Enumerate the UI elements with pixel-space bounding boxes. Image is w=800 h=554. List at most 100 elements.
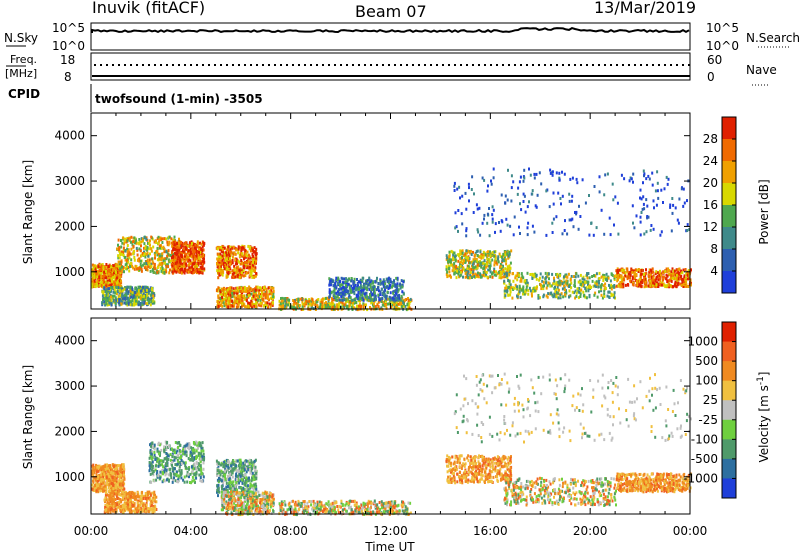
data-cell bbox=[133, 258, 136, 262]
data-cell bbox=[520, 279, 523, 283]
data-cell bbox=[376, 276, 378, 280]
data-cell bbox=[219, 303, 222, 307]
data-cell bbox=[476, 266, 479, 270]
data-cell bbox=[127, 237, 130, 241]
data-cell bbox=[118, 297, 121, 301]
data-cell bbox=[119, 284, 122, 288]
data-cell bbox=[121, 252, 124, 256]
data-cell bbox=[229, 303, 232, 307]
data-cell bbox=[606, 172, 609, 176]
data-cell bbox=[522, 290, 525, 294]
data-cell bbox=[105, 293, 108, 297]
data-cell bbox=[628, 272, 630, 276]
data-cell bbox=[507, 268, 510, 272]
data-cell bbox=[120, 281, 123, 285]
data-cell bbox=[107, 283, 110, 287]
data-cell bbox=[504, 201, 507, 205]
data-cell bbox=[455, 276, 458, 280]
data-cell bbox=[541, 275, 544, 279]
freq-tick-top: 18 bbox=[60, 53, 75, 67]
data-cell bbox=[600, 289, 603, 293]
data-cell bbox=[673, 277, 676, 281]
data-cell bbox=[140, 293, 143, 297]
data-cell bbox=[120, 260, 123, 264]
data-cell bbox=[215, 289, 218, 292]
data-cell bbox=[335, 276, 338, 280]
data-cell bbox=[297, 304, 300, 308]
data-cell bbox=[223, 246, 226, 250]
data-cell bbox=[285, 300, 288, 304]
data-cell bbox=[283, 297, 286, 301]
data-cell bbox=[227, 290, 230, 294]
data-cell bbox=[409, 299, 412, 303]
data-cell bbox=[331, 305, 334, 309]
freq-panel: Freq. [MHz] 18 8 60 0 Nave bbox=[5, 52, 777, 86]
data-cell bbox=[144, 298, 147, 302]
data-cell bbox=[234, 275, 237, 279]
data-cell bbox=[143, 246, 145, 250]
data-cell bbox=[120, 279, 122, 283]
data-cell bbox=[260, 295, 262, 299]
data-cell bbox=[381, 303, 384, 307]
data-cell bbox=[101, 294, 104, 298]
data-cell bbox=[359, 281, 362, 285]
data-cell bbox=[385, 303, 388, 307]
data-cell bbox=[527, 221, 530, 225]
data-cell bbox=[651, 171, 654, 175]
data-cell bbox=[128, 238, 131, 242]
data-cell bbox=[361, 295, 364, 299]
data-cell bbox=[623, 278, 626, 282]
data-cell bbox=[667, 267, 670, 271]
data-cell bbox=[231, 251, 234, 255]
data-cell bbox=[551, 173, 554, 177]
data-cell bbox=[641, 272, 644, 276]
data-cell bbox=[509, 283, 512, 287]
data-cell bbox=[129, 252, 132, 256]
data-cell bbox=[232, 276, 235, 279]
data-cell bbox=[176, 242, 178, 246]
data-cell bbox=[491, 217, 494, 221]
data-cell bbox=[224, 253, 227, 257]
data-cell bbox=[116, 270, 119, 274]
data-cell bbox=[665, 273, 668, 277]
data-cell bbox=[333, 291, 336, 295]
data-cell bbox=[145, 236, 148, 240]
data-cell bbox=[684, 284, 687, 288]
data-cell bbox=[486, 275, 489, 279]
data-cell bbox=[258, 288, 261, 292]
data-cell bbox=[553, 292, 556, 296]
data-cell bbox=[476, 273, 479, 277]
data-cell bbox=[100, 268, 103, 271]
data-cell bbox=[146, 258, 149, 262]
data-cell bbox=[219, 271, 222, 275]
data-cell bbox=[531, 189, 534, 193]
data-cell bbox=[617, 284, 620, 288]
data-cell bbox=[525, 288, 528, 292]
data-cell bbox=[150, 293, 153, 297]
data-cell bbox=[642, 272, 645, 276]
data-cell bbox=[234, 300, 237, 303]
data-cell bbox=[571, 290, 574, 294]
data-cell bbox=[453, 251, 456, 255]
data-cell bbox=[266, 297, 269, 301]
data-cell bbox=[332, 284, 335, 288]
data-cell bbox=[338, 288, 341, 292]
data-cell bbox=[513, 215, 516, 219]
data-cell bbox=[482, 271, 485, 274]
data-cell bbox=[105, 276, 108, 280]
data-cell bbox=[235, 305, 238, 309]
data-cell bbox=[472, 211, 475, 214]
data-cell bbox=[677, 281, 680, 285]
data-cell bbox=[656, 181, 659, 185]
data-cell bbox=[339, 280, 342, 283]
data-cell bbox=[617, 232, 620, 236]
data-cell bbox=[255, 285, 258, 289]
data-cell bbox=[368, 276, 371, 280]
data-cell bbox=[453, 272, 456, 276]
data-cell bbox=[681, 271, 684, 275]
data-cell bbox=[169, 259, 172, 263]
data-cell bbox=[402, 304, 405, 308]
data-cell bbox=[650, 281, 653, 285]
data-cell bbox=[482, 254, 485, 258]
data-cell bbox=[389, 296, 392, 300]
